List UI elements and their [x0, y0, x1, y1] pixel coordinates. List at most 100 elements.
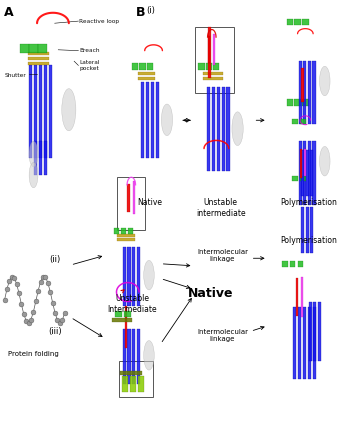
- Bar: [127, 247, 131, 306]
- Bar: [290, 261, 295, 267]
- Bar: [125, 306, 127, 348]
- Bar: [312, 61, 316, 124]
- Bar: [28, 52, 49, 55]
- Bar: [302, 99, 309, 106]
- Text: B: B: [136, 6, 145, 19]
- Bar: [127, 329, 131, 384]
- Bar: [28, 62, 49, 65]
- Bar: [318, 302, 321, 361]
- Text: Intermolecular
linkage: Intermolecular linkage: [197, 249, 248, 262]
- Text: Unstable
Intermediate: Unstable Intermediate: [108, 294, 157, 314]
- Bar: [138, 376, 144, 392]
- Bar: [309, 302, 312, 361]
- Bar: [123, 329, 126, 384]
- Bar: [117, 177, 145, 230]
- Bar: [313, 302, 317, 361]
- Bar: [304, 149, 306, 176]
- Bar: [310, 207, 313, 253]
- Bar: [138, 77, 155, 80]
- Bar: [127, 184, 130, 212]
- Bar: [287, 19, 293, 25]
- Bar: [121, 228, 126, 234]
- Bar: [147, 63, 153, 70]
- Bar: [312, 141, 316, 205]
- Bar: [213, 34, 215, 65]
- Bar: [132, 63, 138, 70]
- Bar: [313, 307, 316, 379]
- Bar: [222, 87, 225, 171]
- Bar: [130, 376, 136, 392]
- Bar: [20, 44, 29, 53]
- Bar: [156, 82, 159, 158]
- Bar: [128, 228, 133, 234]
- Bar: [117, 238, 135, 241]
- Bar: [300, 119, 306, 124]
- Bar: [208, 27, 210, 78]
- Bar: [119, 361, 153, 397]
- Bar: [294, 99, 301, 106]
- Bar: [132, 329, 135, 384]
- Bar: [141, 82, 144, 158]
- Text: Lateral
pocket: Lateral pocket: [79, 60, 100, 71]
- Bar: [308, 141, 311, 205]
- Bar: [301, 150, 304, 196]
- Bar: [39, 65, 42, 158]
- Bar: [29, 65, 32, 158]
- Bar: [28, 57, 49, 60]
- Ellipse shape: [144, 341, 154, 370]
- Bar: [303, 141, 306, 205]
- Bar: [306, 150, 309, 196]
- Bar: [122, 376, 128, 392]
- Bar: [207, 87, 210, 171]
- Bar: [299, 141, 302, 205]
- Ellipse shape: [29, 162, 38, 188]
- Bar: [302, 19, 309, 25]
- Bar: [198, 63, 205, 70]
- Text: Intermolecular
linkage: Intermolecular linkage: [197, 329, 248, 342]
- Bar: [34, 141, 37, 175]
- Bar: [300, 176, 306, 181]
- Bar: [132, 247, 135, 306]
- Text: (ii): (ii): [49, 255, 60, 264]
- Text: Polymerisation: Polymerisation: [280, 236, 337, 245]
- Bar: [217, 87, 220, 171]
- Text: (i): (i): [146, 6, 155, 15]
- Bar: [296, 278, 299, 316]
- Bar: [294, 19, 301, 25]
- Bar: [120, 371, 142, 375]
- Text: (iii): (iii): [48, 327, 61, 336]
- Bar: [44, 141, 47, 175]
- Bar: [117, 234, 135, 237]
- Bar: [34, 65, 37, 158]
- Text: Native: Native: [138, 198, 162, 207]
- Bar: [114, 228, 119, 234]
- Bar: [146, 82, 149, 158]
- Bar: [138, 72, 155, 75]
- Text: Breach: Breach: [79, 48, 100, 53]
- Bar: [124, 311, 131, 317]
- Bar: [137, 329, 140, 384]
- Bar: [213, 63, 220, 70]
- Bar: [301, 68, 304, 102]
- Ellipse shape: [62, 89, 76, 131]
- Bar: [303, 307, 306, 379]
- Bar: [299, 61, 302, 124]
- Bar: [203, 77, 223, 80]
- Bar: [301, 207, 304, 253]
- Bar: [293, 307, 296, 379]
- Bar: [203, 72, 223, 75]
- Bar: [292, 176, 298, 181]
- Text: Reactive loop: Reactive loop: [79, 19, 120, 24]
- Ellipse shape: [144, 260, 154, 290]
- Bar: [133, 181, 135, 214]
- Bar: [306, 207, 309, 253]
- Ellipse shape: [319, 66, 330, 96]
- Ellipse shape: [232, 112, 243, 146]
- Bar: [195, 27, 234, 93]
- Bar: [38, 44, 47, 53]
- Bar: [39, 141, 42, 175]
- Bar: [282, 261, 288, 267]
- Ellipse shape: [29, 141, 38, 167]
- Bar: [205, 63, 212, 70]
- Bar: [292, 119, 298, 124]
